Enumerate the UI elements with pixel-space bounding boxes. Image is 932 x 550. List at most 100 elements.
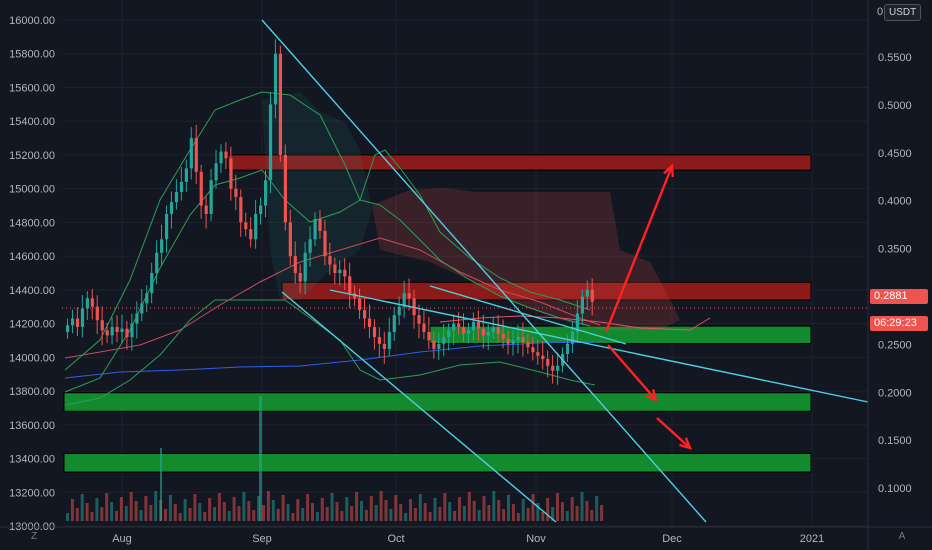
volume-bar <box>262 505 265 521</box>
zoom-corner-button[interactable]: Z <box>30 531 38 542</box>
candle-body <box>288 222 292 257</box>
red-cloud <box>372 188 680 330</box>
volume-bar <box>95 498 99 521</box>
right-axis-tick-label: 0.5500 <box>878 52 912 64</box>
candle-body <box>462 326 466 334</box>
candle-body <box>521 337 525 343</box>
volume-bar <box>413 508 417 521</box>
candle-body <box>570 332 575 344</box>
ema-line <box>64 341 601 379</box>
volume-bar <box>66 513 69 521</box>
candle-body <box>199 171 203 206</box>
auto-scale-button[interactable]: A <box>898 531 906 542</box>
volume-bar-spike <box>259 396 262 521</box>
candle-body <box>264 180 268 206</box>
forecast-arrows[interactable] <box>604 163 693 450</box>
volume-bar <box>433 498 437 521</box>
volume-bar <box>536 503 540 521</box>
candle-body <box>184 168 188 182</box>
right-price-axis[interactable]: 0.55000.50000.45000.40000.35000.30000.25… <box>867 0 912 550</box>
left-axis-tick-label: 13400.00 <box>9 454 55 466</box>
candle-body <box>556 365 560 371</box>
candle-body <box>338 269 342 274</box>
right-axis-tick-label: 0.2000 <box>878 387 912 399</box>
volume-bar <box>154 491 158 521</box>
candle-body <box>140 303 144 314</box>
ma-line-red <box>64 237 601 359</box>
candle-body <box>427 332 431 341</box>
candle-body <box>511 340 515 344</box>
left-axis-tick-label: 14800.00 <box>9 217 55 229</box>
volume-bar <box>467 492 471 521</box>
candlesticks[interactable] <box>66 39 594 385</box>
volume-bar <box>193 494 197 521</box>
candle-body <box>417 315 421 324</box>
candle-body <box>546 359 550 366</box>
candle-body <box>531 347 535 353</box>
candle-body <box>471 321 476 331</box>
volume-bar <box>575 506 579 521</box>
candle-body <box>160 239 164 253</box>
volume-bar <box>438 507 442 521</box>
volume-bar <box>507 495 510 521</box>
trendlines[interactable] <box>261 19 869 523</box>
volume-bar <box>560 502 564 521</box>
volume-bar <box>345 497 349 521</box>
volume-bar <box>222 502 226 521</box>
time-axis[interactable]: Aug Sep Oct Nov Dec 2021 <box>0 526 932 545</box>
candle-body <box>179 181 184 193</box>
left-axis-tick-label: 14200.00 <box>9 319 55 331</box>
candle-body <box>541 355 545 360</box>
left-axis-tick-label: 15200.00 <box>9 150 55 162</box>
short-ma-line <box>439 315 711 331</box>
currency-unit-badge[interactable]: 0 USDT <box>877 4 922 21</box>
candle-body <box>189 138 193 169</box>
candle-body <box>105 330 109 336</box>
volume-bar <box>384 500 388 521</box>
candle-body <box>333 264 337 274</box>
volume-bar <box>423 503 427 521</box>
left-axis-tick-label: 13200.00 <box>9 487 55 499</box>
time-axis-tick-label: Dec <box>662 533 682 545</box>
candle-body <box>536 352 540 356</box>
volume-bar <box>173 504 177 521</box>
left-price-axis[interactable]: 16000.00 15800.00 15600.00 15400.00 15200.00… <box>9 15 55 533</box>
arrow-up-target-head <box>663 163 674 178</box>
candle-body <box>278 53 283 155</box>
candle-body <box>506 338 510 344</box>
volume-bar <box>110 502 114 521</box>
volume-bar <box>600 505 604 521</box>
volume-bar <box>350 506 354 521</box>
volume-bar <box>340 511 344 521</box>
volume-bar <box>320 498 324 521</box>
volume-bar <box>168 495 172 521</box>
candle-body <box>219 151 223 164</box>
volume-bar <box>418 494 422 521</box>
arrow-down-target-2-shaft <box>656 417 691 449</box>
candle-body <box>412 298 416 316</box>
candle-body <box>209 180 213 214</box>
volume-bar <box>462 506 466 521</box>
support-zone <box>63 452 812 473</box>
trendline <box>329 289 869 403</box>
volume-bar <box>271 500 275 521</box>
volume-bar <box>124 506 128 521</box>
time-axis-tick-label: Nov <box>526 533 546 545</box>
candle-body <box>392 315 396 333</box>
volume-bar <box>105 493 109 521</box>
candle-body <box>214 163 218 181</box>
left-axis-tick-label: 15400.00 <box>9 116 55 128</box>
candle-body <box>422 323 426 333</box>
trendline <box>281 291 557 523</box>
candle-body <box>551 365 555 371</box>
volume-bar <box>227 511 231 521</box>
candle-body <box>442 337 446 344</box>
volume-bar <box>521 499 525 521</box>
candle-body <box>590 289 594 302</box>
left-axis-tick-label: 15800.00 <box>9 49 55 61</box>
volume-bar <box>208 498 212 521</box>
time-axis-tick-label: Aug <box>112 533 132 545</box>
volume-bar <box>164 509 167 521</box>
volume-bar <box>330 493 334 521</box>
